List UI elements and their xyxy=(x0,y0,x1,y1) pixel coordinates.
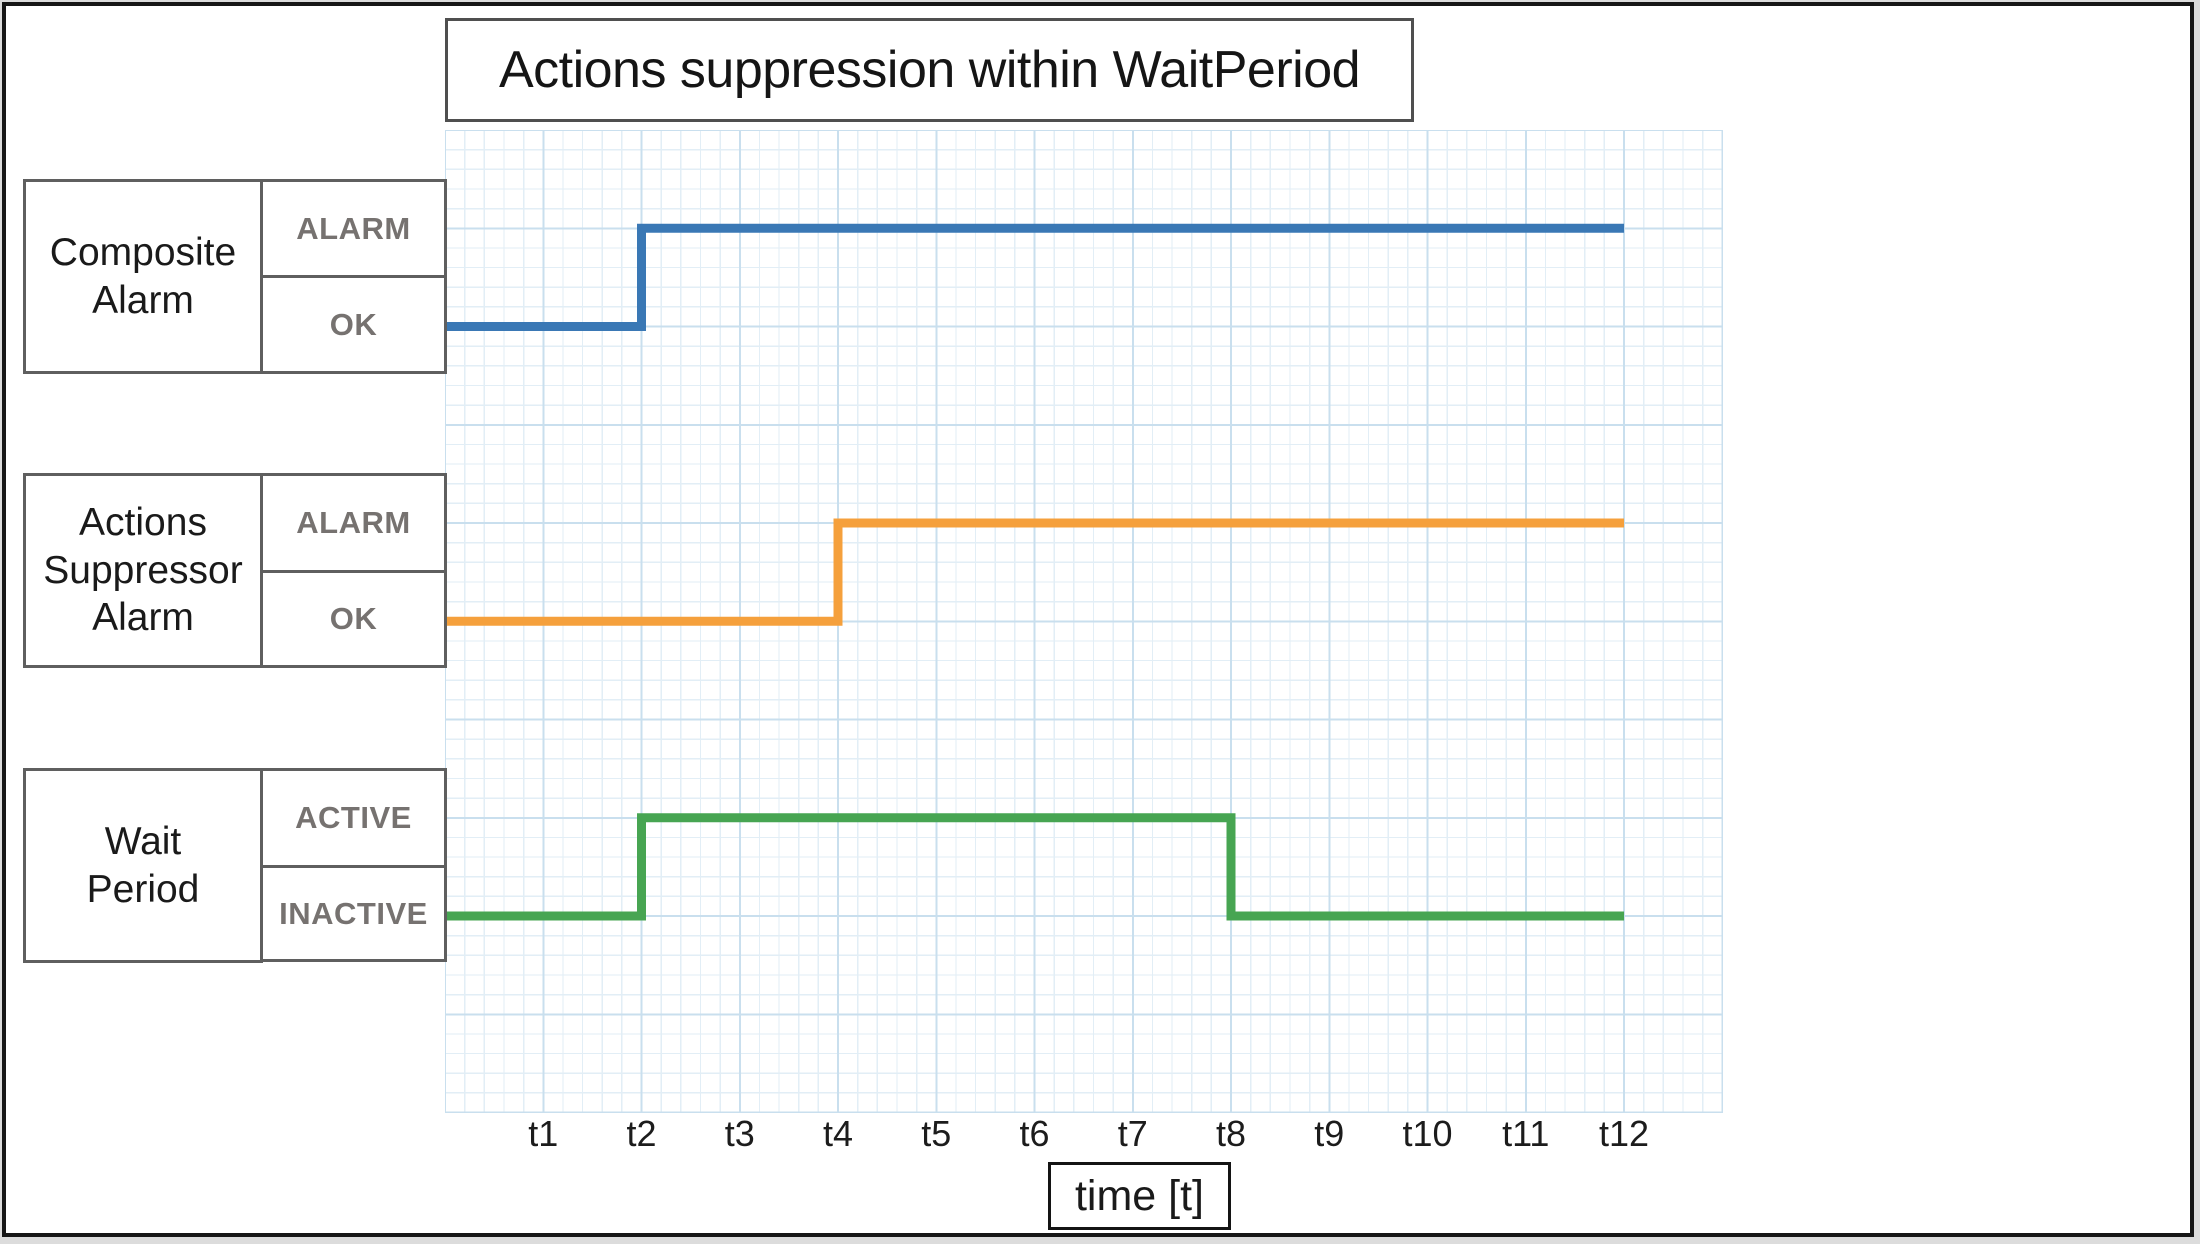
signal-name-wait-period: Wait Period xyxy=(23,768,263,963)
signal-name-line: Suppressor xyxy=(43,548,243,592)
x-tick-label: t11 xyxy=(1502,1113,1550,1154)
x-tick-label: t12 xyxy=(1598,1113,1650,1154)
signal-name-composite-alarm: Composite Alarm xyxy=(23,179,263,374)
signal-name-line: Alarm xyxy=(92,278,194,322)
state-label-inactive: INACTIVE xyxy=(260,865,447,962)
x-tick-label: t1 xyxy=(528,1113,559,1154)
x-tick-label: t9 xyxy=(1314,1113,1345,1154)
signal-name-line: Actions xyxy=(79,501,207,545)
x-tick-label: t6 xyxy=(1019,1113,1050,1154)
x-tick-label: t3 xyxy=(724,1113,755,1154)
signal-name-line: Composite xyxy=(49,230,237,274)
x-axis-label-box: time [t] xyxy=(1048,1162,1231,1230)
signal-name-line: Wait xyxy=(104,819,182,863)
x-tick-label: t5 xyxy=(921,1113,952,1154)
x-tick-label: t2 xyxy=(626,1113,657,1154)
x-tick-label: t8 xyxy=(1215,1113,1247,1154)
state-label-ok: OK xyxy=(260,570,447,668)
state-label-alarm: ALARM xyxy=(260,179,447,278)
signal-name-line: Alarm xyxy=(92,596,194,640)
state-label-alarm: ALARM xyxy=(260,473,447,573)
x-tick-label: t4 xyxy=(822,1113,854,1154)
signal-name-line: Period xyxy=(86,867,200,911)
signal-line-actions-suppressor-alarm xyxy=(445,518,1624,626)
timing-chart xyxy=(445,130,1723,1113)
state-label-ok: OK xyxy=(260,275,447,374)
diagram-title: Actions suppression within WaitPeriod xyxy=(445,18,1414,122)
x-tick-label: t10 xyxy=(1402,1113,1453,1154)
signal-name-actions-suppressor-alarm: Actions Suppressor Alarm xyxy=(23,473,263,668)
state-label-active: ACTIVE xyxy=(260,768,447,868)
x-tick-label: t7 xyxy=(1117,1113,1148,1154)
signal-line-composite-alarm xyxy=(445,223,1624,331)
signal-line-wait-period xyxy=(445,813,1624,921)
